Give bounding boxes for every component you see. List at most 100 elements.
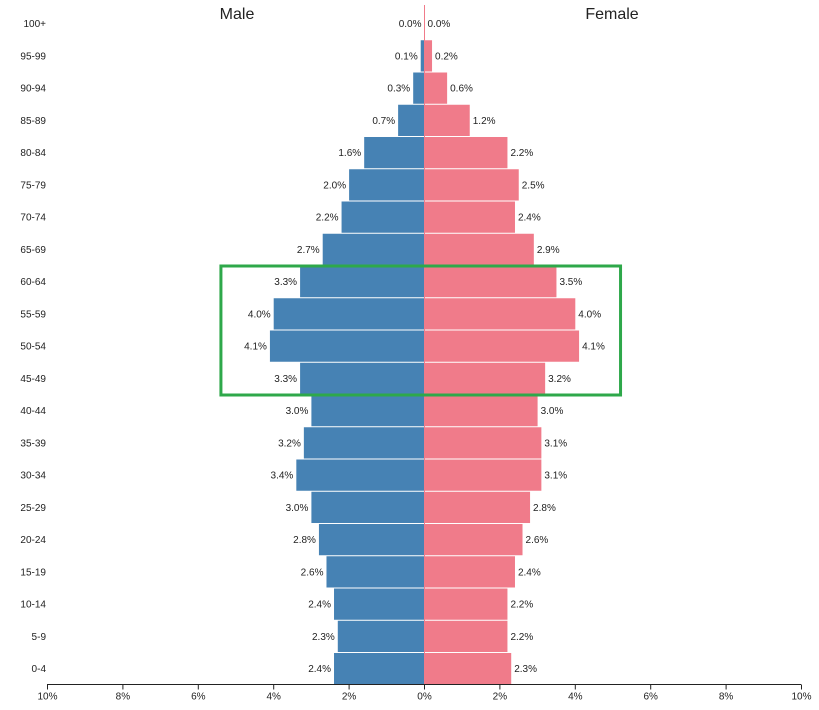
x-tick-label: 10% (791, 692, 811, 703)
bar-female-45-49 (424, 362, 546, 394)
age-group-label: 50-54 (20, 342, 46, 353)
bar-male-40-44 (311, 395, 425, 427)
age-group-label: 45-49 (20, 374, 46, 385)
x-tick-label: 8% (719, 692, 734, 703)
value-label-female: 3.0% (541, 406, 564, 417)
value-label-male: 0.7% (372, 116, 395, 127)
age-group-label: 10-14 (20, 600, 46, 611)
bar-male-75-79 (349, 169, 425, 201)
bar-male-50-54 (269, 330, 425, 362)
bar-male-55-59 (273, 298, 425, 330)
bar-male-5-9 (337, 620, 425, 652)
value-label-female: 2.2% (510, 148, 533, 159)
value-label-male: 2.7% (297, 245, 320, 256)
bar-female-15-19 (424, 556, 515, 588)
age-group-label: 70-74 (20, 213, 46, 224)
x-tick-label: 2% (342, 692, 357, 703)
bar-female-10-14 (424, 588, 508, 620)
bar-male-0-4 (334, 653, 425, 685)
bar-female-55-59 (424, 298, 576, 330)
bar-male-35-39 (303, 427, 425, 459)
age-group-label: 65-69 (20, 245, 46, 256)
age-group-label: 60-64 (20, 277, 46, 288)
x-tick-label: 4% (266, 692, 281, 703)
value-label-female: 4.0% (578, 309, 601, 320)
series-title-male: Male (220, 6, 255, 23)
bar-male-70-74 (341, 201, 425, 233)
bar-male-45-49 (300, 362, 425, 394)
bar-male-15-19 (326, 556, 425, 588)
value-label-male: 2.2% (316, 213, 339, 224)
x-tick-label: 10% (37, 692, 57, 703)
bars-layer (269, 5, 580, 685)
value-label-male: 1.6% (338, 148, 361, 159)
age-group-label: 80-84 (20, 148, 46, 159)
bar-male-20-24 (318, 524, 425, 556)
x-tick-label: 8% (116, 692, 131, 703)
bar-female-35-39 (424, 427, 542, 459)
value-label-female: 2.2% (510, 632, 533, 643)
value-label-female: 3.1% (544, 471, 567, 482)
value-label-female: 2.8% (533, 503, 556, 514)
value-label-female: 2.5% (522, 180, 545, 191)
bar-female-90-94 (424, 72, 448, 104)
bar-female-30-34 (424, 459, 542, 491)
value-label-male: 0.0% (399, 19, 422, 30)
value-label-female: 2.3% (514, 664, 537, 675)
bar-female-95-99 (424, 40, 433, 72)
age-group-label: 55-59 (20, 309, 46, 320)
bar-male-60-64 (300, 266, 425, 298)
value-label-female: 2.2% (510, 600, 533, 611)
bar-female-25-29 (424, 491, 531, 523)
bar-female-50-54 (424, 330, 580, 362)
value-label-male: 2.3% (312, 632, 335, 643)
value-label-female: 2.9% (537, 245, 560, 256)
bar-male-25-29 (311, 491, 425, 523)
x-tick-label: 2% (493, 692, 508, 703)
labels-layer: 100+ 0.0% 0.0% 95-99 0.1% 0.2% 90-94 0.3% 0.6% 85… (20, 19, 605, 675)
series-title-female: Female (585, 6, 638, 23)
age-group-label: 75-79 (20, 180, 46, 191)
bar-male-95-99 (420, 40, 425, 72)
bar-male-80-84 (364, 137, 425, 169)
value-label-male: 0.1% (395, 51, 418, 62)
value-label-female: 0.0% (428, 19, 451, 30)
x-tick-label: 0% (417, 692, 432, 703)
value-label-female: 1.2% (473, 116, 496, 127)
bar-female-80-84 (424, 137, 508, 169)
value-label-male: 3.2% (278, 438, 301, 449)
age-group-label: 0-4 (32, 664, 47, 675)
bar-male-90-94 (413, 72, 425, 104)
age-group-label: 20-24 (20, 535, 46, 546)
bar-male-85-89 (398, 104, 425, 136)
value-label-female: 3.2% (548, 374, 571, 385)
age-group-label: 100+ (23, 19, 46, 30)
age-group-label: 35-39 (20, 438, 46, 449)
value-label-male: 3.3% (274, 374, 297, 385)
bar-female-40-44 (424, 395, 538, 427)
value-label-male: 3.4% (271, 471, 294, 482)
bar-female-60-64 (424, 266, 557, 298)
x-tick-label: 6% (643, 692, 658, 703)
value-label-female: 3.5% (559, 277, 582, 288)
value-label-female: 0.6% (450, 84, 473, 95)
value-label-male: 4.0% (248, 309, 271, 320)
value-label-male: 3.0% (286, 503, 309, 514)
age-group-label: 25-29 (20, 503, 46, 514)
bar-female-85-89 (424, 104, 470, 136)
x-tick-label: 6% (191, 692, 206, 703)
value-label-female: 2.4% (518, 213, 541, 224)
bar-female-0-4 (424, 653, 512, 685)
bar-female-65-69 (424, 233, 534, 265)
value-label-male: 4.1% (244, 342, 267, 353)
value-label-male: 0.3% (387, 84, 410, 95)
value-label-male: 2.8% (293, 535, 316, 546)
age-group-label: 15-19 (20, 567, 46, 578)
bar-male-65-69 (322, 233, 425, 265)
bar-male-10-14 (334, 588, 425, 620)
x-axis: 10% 8% 6% 4% 2% 0% 2% 4% 6% 8% 10% (37, 264, 812, 703)
value-label-female: 2.6% (526, 535, 549, 546)
bar-female-75-79 (424, 169, 519, 201)
age-group-label: 30-34 (20, 471, 46, 482)
